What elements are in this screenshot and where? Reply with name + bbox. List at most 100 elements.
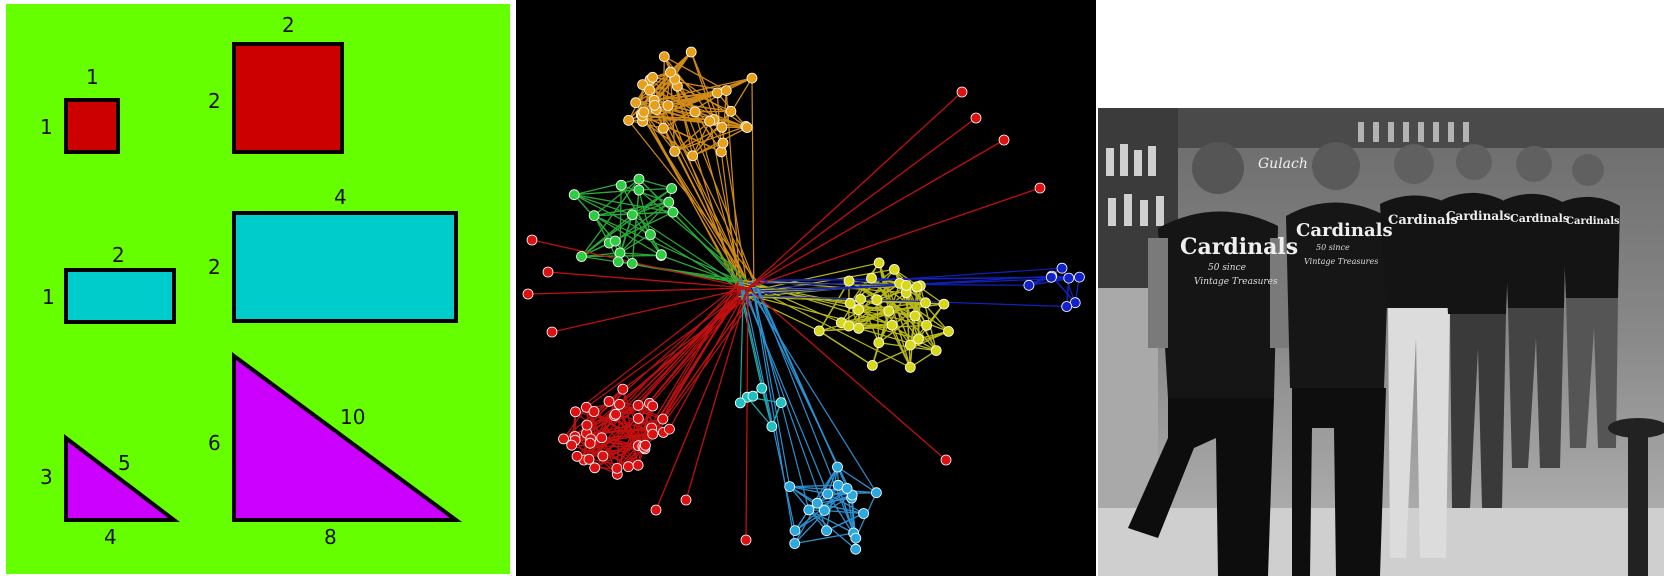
person-1	[1128, 142, 1292, 576]
shirt-subline-2: 50 since	[1316, 243, 1350, 252]
large-rectangle-top-label: 4	[334, 185, 347, 209]
person-3	[1380, 144, 1454, 558]
network-edge	[919, 285, 937, 351]
large-square-side-label: 2	[208, 89, 221, 113]
network-node	[911, 281, 923, 293]
network-node	[603, 395, 615, 407]
network-node	[871, 294, 883, 306]
network-node	[717, 137, 729, 149]
network-node	[667, 206, 679, 218]
network-node	[632, 412, 644, 424]
shirt-brand-4: Cardinals	[1446, 209, 1511, 223]
network-edge	[642, 89, 727, 123]
shirt-brand-1: Cardinals	[1180, 234, 1298, 260]
network-edge	[631, 214, 741, 287]
network-node	[570, 406, 581, 418]
network-node	[639, 439, 651, 451]
person-4	[1442, 144, 1510, 508]
network-edge	[619, 252, 662, 257]
network-edge	[614, 280, 742, 417]
network-node	[611, 462, 623, 474]
small-square	[64, 98, 120, 154]
network-edge	[747, 287, 947, 461]
network-node	[832, 461, 843, 473]
network-edge	[740, 295, 763, 389]
network-node	[858, 508, 870, 519]
network-node	[930, 345, 942, 357]
network-edge	[818, 280, 850, 332]
network-edge	[588, 277, 751, 460]
network-node	[741, 122, 753, 133]
network-node	[615, 179, 627, 191]
person-6	[1562, 154, 1620, 448]
network-edge	[638, 178, 672, 190]
large-triangle-hyp-label: 10	[340, 405, 365, 429]
network-node	[715, 146, 727, 158]
network-edge	[663, 56, 756, 282]
small-square-top-label: 1	[86, 65, 99, 89]
network-edge	[789, 485, 828, 495]
network-edge	[692, 120, 711, 157]
network-node	[789, 538, 801, 549]
network-node	[584, 437, 596, 449]
small-rectangle	[64, 268, 176, 324]
network-node	[630, 97, 642, 109]
network-node	[956, 86, 968, 98]
network-node	[665, 66, 676, 78]
network-node	[609, 235, 621, 247]
network-node	[583, 453, 595, 465]
network-node	[644, 229, 656, 240]
network-node	[998, 134, 1010, 146]
network-node	[740, 534, 752, 546]
network-graph-panel	[516, 0, 1096, 576]
network-node	[588, 406, 600, 417]
network-edge	[685, 287, 749, 501]
large-rectangle-side-label: 2	[208, 255, 221, 279]
network-node	[568, 189, 580, 201]
network-edge	[531, 239, 749, 289]
network-edge	[619, 233, 651, 254]
shapes-panel: 1 1 2 2 2 1 4 2 3 5 4 6 10 8	[0, 0, 516, 576]
shirt-brand-3: Cardinals	[1388, 213, 1458, 228]
network-node	[633, 173, 645, 185]
network-edge	[858, 327, 937, 352]
shirt-tagline-1: Vintage Treasures	[1194, 277, 1278, 287]
shirt-brand-5: Cardinals	[1510, 212, 1569, 225]
small-square-side-label: 1	[40, 115, 53, 139]
bottles	[1106, 144, 1164, 226]
network-node	[943, 325, 954, 337]
network-node	[657, 413, 669, 425]
network-edge	[593, 215, 662, 257]
network-node	[843, 320, 855, 332]
network-node	[597, 450, 609, 462]
network-node	[626, 209, 638, 221]
network-node	[855, 293, 867, 305]
network-node	[526, 234, 538, 246]
network-edge	[692, 110, 732, 157]
network-node	[614, 398, 625, 410]
network-edge	[741, 292, 919, 340]
network-edge	[751, 78, 755, 281]
network-node	[888, 263, 900, 275]
network-node	[623, 461, 634, 473]
network-node	[970, 112, 982, 124]
small-rectangle-side-label: 1	[42, 285, 55, 309]
network-node	[734, 397, 746, 409]
network-node	[610, 408, 621, 420]
network-edge	[614, 201, 670, 242]
network-node	[720, 85, 732, 96]
network-edge	[817, 502, 864, 515]
network-node	[689, 106, 701, 118]
network-node	[626, 257, 638, 269]
network-node	[909, 310, 921, 322]
network-edge	[825, 466, 839, 531]
small-triangle	[64, 433, 180, 522]
network-edge	[527, 287, 749, 295]
network-edge	[808, 509, 857, 550]
network-edge	[668, 201, 752, 286]
network-edge	[620, 184, 670, 203]
network-node	[542, 266, 554, 278]
network-edge	[692, 155, 759, 290]
network-node	[650, 504, 662, 516]
small-triangle-bottom-label: 4	[104, 525, 117, 549]
